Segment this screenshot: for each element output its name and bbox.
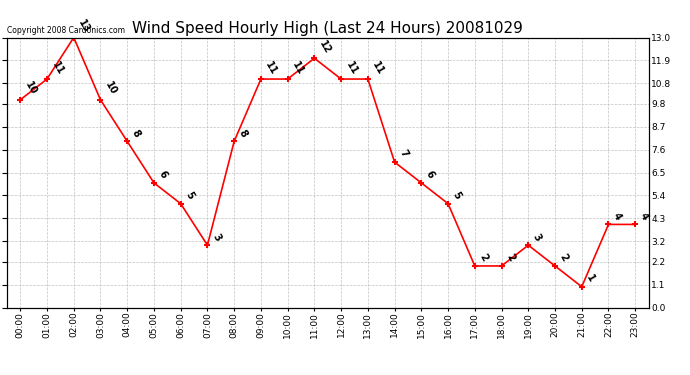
Text: 11: 11 [50,60,65,76]
Text: 10: 10 [23,80,39,97]
Text: 2: 2 [477,252,490,263]
Text: 4: 4 [638,211,650,222]
Text: 10: 10 [104,80,119,97]
Text: 2: 2 [504,252,516,263]
Text: 6: 6 [424,169,436,180]
Text: 12: 12 [317,39,333,56]
Text: 6: 6 [157,169,169,180]
Text: Copyright 2008 Cardonics.com: Copyright 2008 Cardonics.com [7,26,125,35]
Text: 5: 5 [451,190,463,201]
Text: 8: 8 [130,128,142,139]
Text: 11: 11 [290,60,306,76]
Text: 11: 11 [371,60,386,76]
Title: Wind Speed Hourly High (Last 24 Hours) 20081029: Wind Speed Hourly High (Last 24 Hours) 2… [132,21,523,36]
Text: 7: 7 [397,148,409,159]
Text: 11: 11 [264,60,279,76]
Text: 13: 13 [77,18,92,35]
Text: 8: 8 [237,128,249,139]
Text: 5: 5 [184,190,195,201]
Text: 3: 3 [531,232,543,242]
Text: 11: 11 [344,60,359,76]
Text: 1: 1 [584,273,597,284]
Text: 2: 2 [558,252,570,263]
Text: 4: 4 [611,211,623,222]
Text: 3: 3 [210,232,222,242]
